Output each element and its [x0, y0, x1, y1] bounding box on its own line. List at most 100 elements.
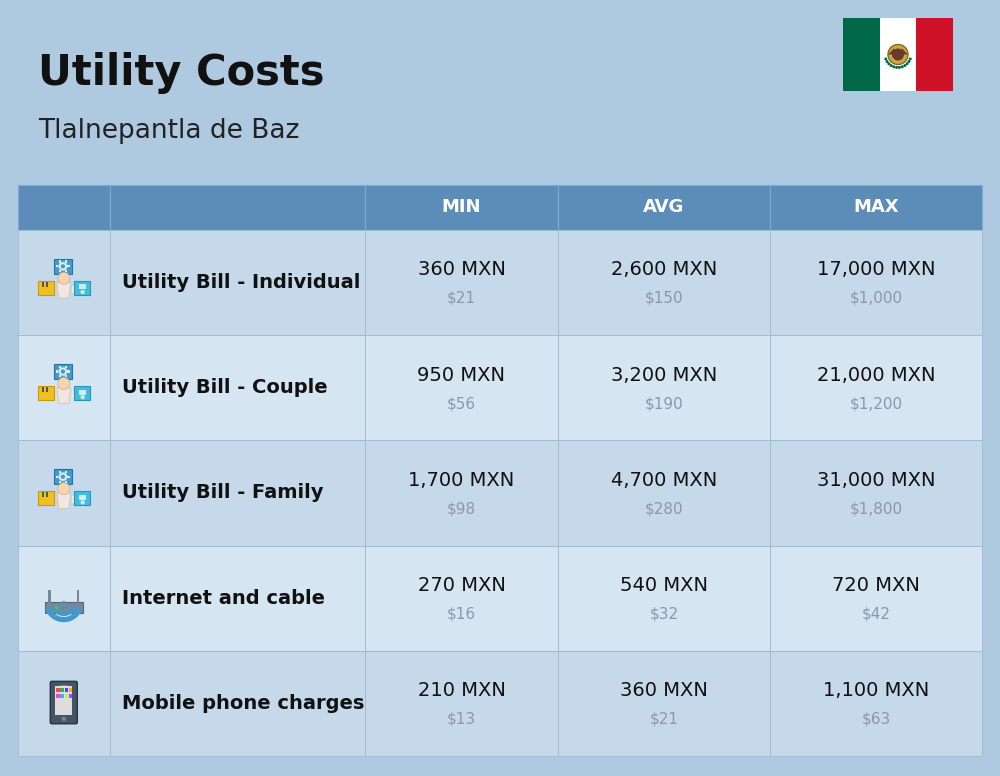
- Circle shape: [59, 262, 67, 271]
- Circle shape: [62, 601, 66, 605]
- Bar: [18, 335, 110, 441]
- Text: $42: $42: [861, 607, 890, 622]
- Bar: [18, 230, 110, 335]
- Circle shape: [61, 475, 65, 479]
- Text: $32: $32: [649, 607, 678, 622]
- Circle shape: [909, 57, 912, 61]
- Circle shape: [884, 57, 887, 61]
- Circle shape: [59, 473, 67, 481]
- Polygon shape: [888, 48, 898, 54]
- Text: 4,700 MXN: 4,700 MXN: [611, 471, 717, 490]
- Text: $63: $63: [861, 712, 891, 726]
- Bar: [365, 546, 558, 651]
- Bar: [74, 491, 90, 505]
- Bar: [69, 694, 72, 698]
- Text: $1,000: $1,000: [849, 291, 903, 306]
- Bar: [770, 441, 982, 546]
- Bar: [770, 185, 982, 230]
- Bar: [65, 471, 67, 473]
- Circle shape: [903, 64, 906, 67]
- Bar: [770, 335, 982, 441]
- Bar: [38, 386, 54, 400]
- Text: $1,200: $1,200: [849, 396, 903, 411]
- Bar: [45, 602, 83, 613]
- Text: $16: $16: [447, 607, 476, 622]
- Circle shape: [61, 716, 66, 722]
- Bar: [56, 688, 60, 692]
- Bar: [46, 387, 48, 392]
- Bar: [60, 688, 64, 692]
- Polygon shape: [79, 284, 86, 289]
- Bar: [67, 476, 70, 478]
- Bar: [54, 258, 72, 274]
- Text: Tlalnepantla de Baz: Tlalnepantla de Baz: [38, 118, 299, 144]
- Bar: [74, 386, 90, 400]
- Text: $98: $98: [447, 501, 476, 516]
- Text: 2,600 MXN: 2,600 MXN: [611, 261, 717, 279]
- Text: AVG: AVG: [643, 199, 685, 217]
- Text: 210 MXN: 210 MXN: [418, 681, 505, 700]
- Bar: [72, 286, 88, 293]
- Bar: [365, 230, 558, 335]
- Circle shape: [59, 367, 67, 376]
- Bar: [42, 387, 44, 392]
- Circle shape: [58, 272, 70, 284]
- Circle shape: [61, 264, 65, 268]
- Bar: [843, 18, 880, 91]
- Bar: [55, 686, 72, 715]
- Circle shape: [890, 64, 893, 67]
- Circle shape: [55, 605, 59, 610]
- Text: $280: $280: [645, 501, 683, 516]
- Circle shape: [81, 395, 85, 400]
- Bar: [110, 441, 365, 546]
- Text: 360 MXN: 360 MXN: [620, 681, 708, 700]
- Bar: [59, 480, 61, 483]
- Bar: [59, 261, 61, 262]
- Text: Utility Bill - Family: Utility Bill - Family: [122, 483, 323, 503]
- Text: $13: $13: [447, 712, 476, 726]
- Bar: [110, 546, 365, 651]
- Text: $190: $190: [645, 396, 683, 411]
- Bar: [365, 441, 558, 546]
- Text: 31,000 MXN: 31,000 MXN: [817, 471, 935, 490]
- Bar: [558, 230, 770, 335]
- Bar: [110, 335, 365, 441]
- Bar: [558, 335, 770, 441]
- Bar: [69, 688, 72, 692]
- Bar: [65, 365, 67, 368]
- Text: 360 MXN: 360 MXN: [418, 261, 505, 279]
- Bar: [60, 694, 64, 698]
- Text: 270 MXN: 270 MXN: [418, 576, 505, 595]
- Bar: [558, 185, 770, 230]
- Circle shape: [887, 62, 890, 65]
- Bar: [77, 590, 79, 605]
- Bar: [59, 365, 61, 368]
- Text: $21: $21: [447, 291, 476, 306]
- Circle shape: [886, 60, 889, 63]
- Bar: [770, 651, 982, 756]
- Text: MAX: MAX: [853, 199, 899, 217]
- Bar: [110, 185, 365, 230]
- Circle shape: [906, 62, 909, 65]
- Text: Utility Bill - Couple: Utility Bill - Couple: [122, 379, 327, 397]
- Bar: [365, 335, 558, 441]
- Bar: [916, 18, 953, 91]
- Text: $150: $150: [645, 291, 683, 306]
- Circle shape: [61, 369, 65, 374]
- Polygon shape: [57, 493, 71, 508]
- Text: Mobile phone charges: Mobile phone charges: [122, 694, 364, 713]
- Bar: [59, 270, 61, 272]
- Bar: [558, 651, 770, 756]
- Bar: [56, 476, 58, 478]
- Text: 21,000 MXN: 21,000 MXN: [817, 365, 935, 385]
- Bar: [65, 480, 67, 483]
- Polygon shape: [898, 48, 908, 54]
- Bar: [18, 546, 110, 651]
- Bar: [65, 694, 68, 698]
- Circle shape: [895, 66, 898, 69]
- Text: $1,800: $1,800: [849, 501, 903, 516]
- Circle shape: [81, 290, 85, 294]
- Polygon shape: [79, 495, 86, 500]
- Text: MIN: MIN: [442, 199, 481, 217]
- FancyBboxPatch shape: [50, 681, 77, 724]
